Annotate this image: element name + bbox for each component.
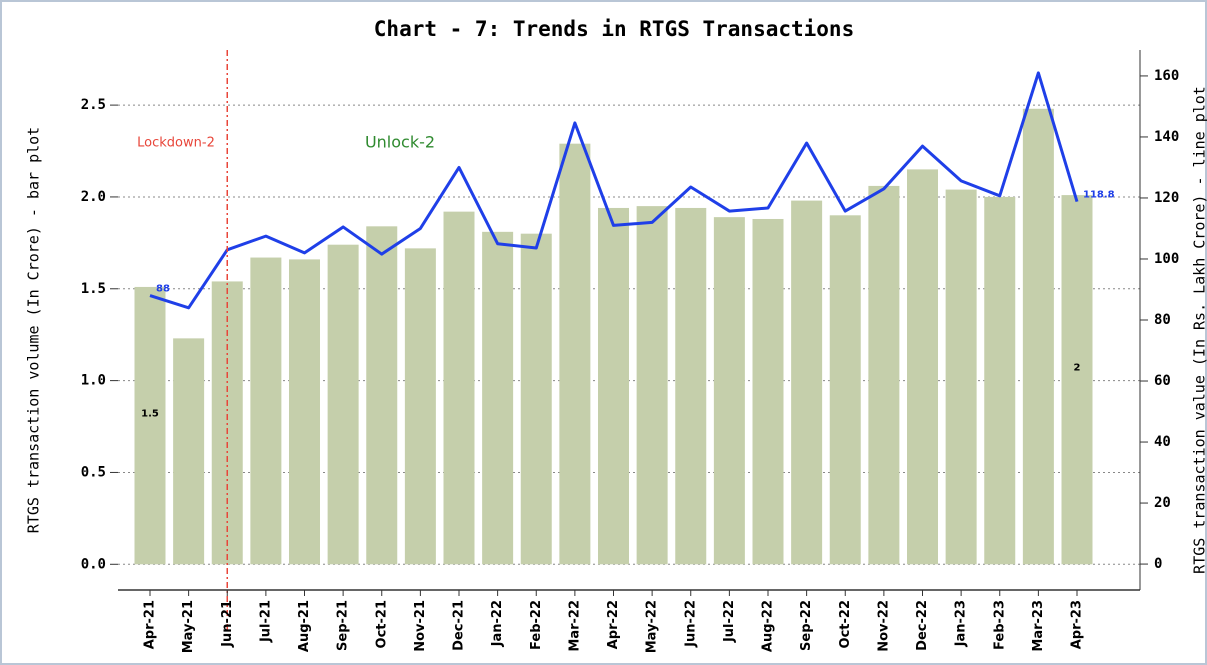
y-tick-label: 2.0 [81,189,106,205]
y-tick-label: 0.5 [81,464,106,480]
bar [559,143,591,565]
y2-tick-label: 100 [1154,251,1179,267]
bar [289,259,320,565]
bar [713,217,745,565]
x-tick-label: Nov-22 [876,600,891,652]
bar [829,215,861,565]
bar [443,211,475,565]
bar [945,189,977,565]
y2-tick-label: 40 [1154,434,1171,450]
x-tick-label: Mar-23 [1031,600,1046,652]
x-tick-label: May-21 [181,600,196,653]
x-tick-label: Dec-21 [452,600,467,651]
x-tick-label: Sep-22 [799,600,814,651]
x-tick-label: Apr-22 [606,600,621,649]
bar [675,207,707,565]
y2-axis-label: RTGS transaction value (In Rs. Lakh Cror… [1191,86,1207,574]
x-tick-label: Feb-23 [992,600,1007,650]
x-tick-label: Oct-21 [374,600,389,648]
y-tick-label: 0.0 [81,556,106,572]
line [149,71,1079,310]
x-tick-label: Dec-22 [915,600,930,651]
bar [250,257,282,565]
y-tick-label: 1.0 [81,373,106,389]
x-tick-label: Oct-22 [838,600,853,648]
x-tick-label: Jun-21 [220,600,235,648]
bar [636,206,668,565]
x-tick-label: Jul-21 [258,600,273,643]
bar [1061,195,1093,565]
x-tick-label: Jun-22 [683,600,698,648]
y-tick-label: 1.5 [81,281,106,297]
x-tick-label: Jul-22 [722,600,737,643]
data-label: 2 [1074,363,1081,374]
annotation: Unlock-2 [365,133,435,152]
y2-tick-label: 20 [1154,495,1171,511]
y2-tick-label: 60 [1154,373,1171,389]
bar [791,200,823,565]
data-label: 118.8 [1083,190,1115,201]
data-label: 1.5 [141,409,159,420]
x-tick-label: Mar-22 [567,600,582,652]
bar [173,338,205,565]
bar [327,244,359,565]
y2-tick-label: 0 [1154,556,1162,572]
y2-tick-label: 160 [1154,68,1179,84]
x-tick-label: Apr-23 [1070,600,1085,649]
x-tick-label: Feb-22 [529,600,544,650]
data-label: 88 [156,284,170,295]
chart-title: Chart - 7: Trends in RTGS Transactions [374,17,854,41]
y-tick-label: 2.5 [81,97,106,113]
x-tick-label: Apr-21 [143,600,158,649]
x-tick-label: May-22 [645,600,660,653]
bar [1022,108,1054,565]
annotation: Lockdown-2 [137,136,215,151]
x-tick-label: Sep-21 [336,600,351,651]
bar [404,248,436,565]
bar [482,231,514,565]
bar [134,286,166,565]
y2-tick-label: 120 [1154,190,1179,206]
y2-tick-label: 80 [1154,312,1171,328]
bar [366,226,398,565]
bar [868,185,900,565]
bar [752,218,784,565]
x-tick-label: Nov-21 [413,600,428,652]
x-tick-label: Aug-21 [297,600,312,652]
x-tick-label: Jan-23 [954,600,969,647]
y2-tick-label: 140 [1154,129,1179,145]
bar [598,207,629,565]
y-axis-label: RTGS transaction volume (In Crore) - bar… [25,127,43,533]
x-tick-label: Aug-22 [761,600,776,652]
bar [907,169,938,565]
bar [984,196,1016,565]
bar [520,233,552,565]
x-tick-label: Jan-22 [490,600,505,647]
